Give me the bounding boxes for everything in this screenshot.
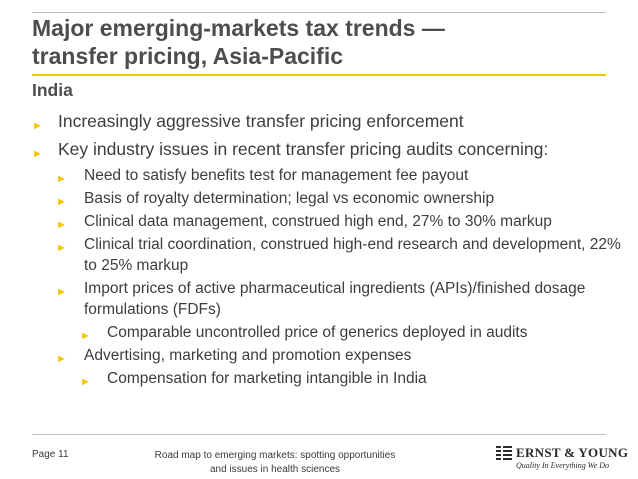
bullet-list: ► Increasingly aggressive transfer prici… bbox=[32, 109, 622, 391]
footer-doc-title-line-1: Road map to emerging markets: spotting o… bbox=[154, 450, 396, 461]
bullet-text: Key industry issues in recent transfer p… bbox=[58, 139, 549, 159]
bullet-text: Increasingly aggressive transfer pricing… bbox=[58, 111, 464, 131]
bullet-text: Clinical trial coordination, construed h… bbox=[84, 236, 621, 274]
bullet-text: Advertising, marketing and promotion exp… bbox=[84, 347, 412, 364]
company-logo: ERNST & YOUNG Quality In Everything We D… bbox=[496, 445, 628, 473]
slide-subtitle: India bbox=[32, 80, 73, 100]
bullet-item: ► Key industry issues in recent transfer… bbox=[32, 137, 622, 161]
title-line-1: Major emerging-markets tax trends — bbox=[32, 15, 445, 41]
bullet-text: Comparable uncontrolled price of generic… bbox=[107, 324, 528, 341]
sub-bullet-item: ► Need to satisfy benefits test for mana… bbox=[32, 165, 622, 186]
bullet-arrow-icon: ► bbox=[32, 148, 43, 160]
bullet-text: Import prices of active pharmaceutical i… bbox=[84, 280, 586, 318]
logo-mark-icon bbox=[496, 446, 512, 460]
top-rule bbox=[32, 12, 606, 13]
bullet-text: Basis of royalty determination; legal vs… bbox=[84, 190, 495, 207]
bullet-text: Need to satisfy benefits test for manage… bbox=[84, 167, 469, 184]
sub-bullet-item: ► Advertising, marketing and promotion e… bbox=[32, 345, 622, 366]
bullet-arrow-icon: ► bbox=[56, 242, 67, 254]
sub-bullet-item: ► Clinical data management, construed hi… bbox=[32, 211, 622, 232]
footer-doc-title: Road map to emerging markets: spotting o… bbox=[140, 449, 410, 477]
sub-bullet-item: ► Import prices of active pharmaceutical… bbox=[32, 278, 622, 320]
logo-name: ERNST & YOUNG bbox=[516, 445, 629, 460]
bullet-arrow-icon: ► bbox=[80, 376, 91, 388]
footer-rule bbox=[32, 434, 606, 435]
bullet-arrow-icon: ► bbox=[56, 196, 67, 208]
bullet-arrow-icon: ► bbox=[56, 173, 67, 185]
bullet-text: Clinical data management, construed high… bbox=[84, 213, 552, 230]
sub-sub-bullet-item: ► Comparable uncontrolled price of gener… bbox=[32, 322, 622, 343]
bullet-text: Compensation for marketing intangible in… bbox=[107, 370, 427, 387]
bullet-arrow-icon: ► bbox=[56, 286, 67, 298]
slide-title: Major emerging-markets tax trends — tran… bbox=[32, 14, 606, 70]
logo-tagline: Quality In Everything We Do bbox=[516, 461, 610, 470]
sub-bullet-item: ► Clinical trial coordination, construed… bbox=[32, 234, 622, 276]
sub-bullet-item: ► Basis of royalty determination; legal … bbox=[32, 188, 622, 209]
footer-doc-title-line-2: and issues in health sciences bbox=[209, 464, 341, 475]
bullet-item: ► Increasingly aggressive transfer prici… bbox=[32, 109, 622, 133]
bullet-arrow-icon: ► bbox=[56, 219, 67, 231]
page-number: Page 11 bbox=[32, 449, 69, 460]
bullet-arrow-icon: ► bbox=[56, 353, 67, 365]
sub-sub-bullet-item: ► Compensation for marketing intangible … bbox=[32, 368, 622, 389]
title-underline bbox=[32, 74, 606, 76]
bullet-arrow-icon: ► bbox=[32, 120, 43, 132]
title-line-2: transfer pricing, Asia-Pacific bbox=[32, 43, 344, 69]
bullet-arrow-icon: ► bbox=[80, 330, 91, 342]
